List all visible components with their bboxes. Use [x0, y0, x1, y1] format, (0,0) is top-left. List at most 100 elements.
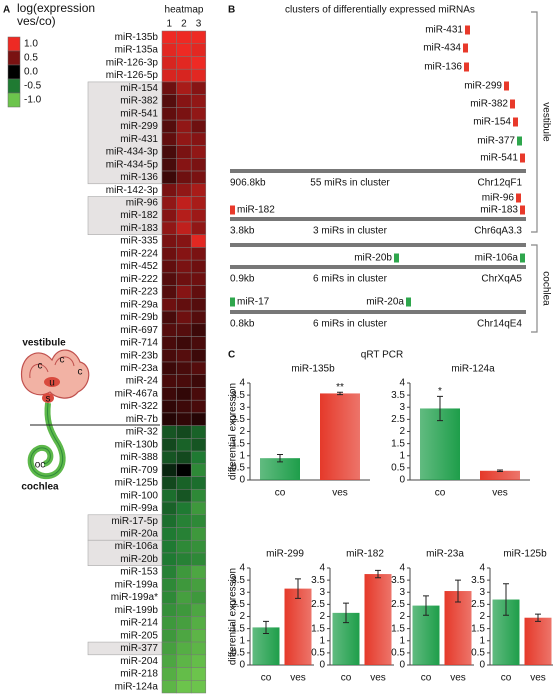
bar	[284, 588, 312, 665]
heatmap-cell	[161, 489, 177, 503]
row-label: miR-299	[120, 121, 158, 132]
mir-marker	[520, 205, 525, 215]
heatmap-cell	[190, 476, 207, 490]
heatmap-cell	[190, 158, 207, 172]
heatmap-cell	[176, 68, 192, 83]
row-label: miR-218	[120, 669, 158, 680]
y-tick-label: 0	[399, 660, 405, 671]
heatmap-cell	[161, 539, 177, 554]
colorbar-swatch	[7, 78, 21, 94]
panel-title: clusters of differentially expressed miR…	[285, 5, 475, 16]
heatmap-cell	[161, 552, 177, 566]
mir-marker	[520, 253, 525, 263]
heatmap-cell	[161, 527, 177, 541]
mir-label: miR-20b	[354, 253, 392, 264]
heatmap-cell	[190, 247, 207, 261]
mir-label: miR-183	[480, 205, 518, 216]
vestibule-shape	[20, 349, 90, 399]
y-tick-label: 4	[399, 378, 405, 389]
heatmap-cell	[176, 489, 192, 503]
y-tick-label: 0.5	[231, 648, 245, 659]
chart-title: miR-182	[346, 549, 384, 560]
heatmap-cell	[161, 119, 177, 134]
heatmap-cell	[161, 590, 177, 605]
heatmap-cell	[161, 578, 177, 592]
illustration-label: oc	[35, 460, 46, 471]
heatmap-cell	[190, 590, 207, 605]
row-label: miR-204	[120, 656, 158, 667]
heatmap-cell	[190, 145, 207, 159]
row-label: miR-23a	[120, 363, 158, 374]
y-tick-label: 2.5	[231, 414, 245, 425]
panel-label: B	[228, 5, 235, 16]
x-tick-label: ves	[530, 673, 546, 684]
illustration-label: c	[38, 361, 43, 372]
heatmap-cell	[176, 132, 192, 146]
heatmap-cell	[176, 30, 192, 44]
error-bar	[295, 578, 301, 599]
column-label: 3	[196, 19, 202, 30]
bar	[480, 470, 520, 480]
y-tick-label: 3	[319, 587, 325, 598]
illustration-label: vestibule	[22, 338, 66, 349]
row-label: miR-100	[120, 490, 158, 501]
row-label: miR-29b	[120, 312, 158, 323]
heatmap-cell	[190, 234, 207, 248]
heatmap-cell	[190, 30, 207, 44]
heatmap-cell	[190, 196, 207, 210]
y-tick-label: 0	[239, 660, 245, 671]
row-label: miR-99a	[120, 503, 158, 514]
y-tick-label: 0.5	[311, 648, 325, 659]
heatmap-cell	[190, 221, 207, 235]
row-label: miR-183	[120, 223, 158, 234]
heatmap-cell	[190, 259, 207, 274]
row-label: miR-182	[120, 210, 158, 221]
heatmap-cell	[176, 323, 192, 337]
error-bar	[263, 620, 269, 634]
y-tick-label: 2	[239, 611, 245, 622]
heatmap-cell	[176, 208, 192, 223]
heatmap-cell	[190, 43, 207, 57]
heatmap-cell	[190, 450, 207, 465]
heatmap-cell	[161, 680, 177, 694]
heatmap-cell	[176, 450, 192, 465]
y-tick-label: 4	[399, 563, 405, 574]
group-bracket	[531, 11, 538, 233]
y-tick-label: 0.5	[391, 463, 405, 474]
error-bar	[375, 569, 381, 579]
heatmap-cell	[161, 565, 177, 579]
ear-illustration	[20, 349, 160, 480]
heatmap-cell	[161, 514, 177, 528]
row-label: miR-135a	[115, 45, 159, 56]
heatmap-cell	[176, 539, 192, 554]
heatmap-cell	[161, 412, 177, 426]
heatmap-cell	[161, 68, 177, 83]
heatmap-cell	[190, 399, 207, 414]
mir-label: miR-434	[423, 43, 461, 54]
row-label: miR-29a	[120, 299, 158, 310]
heatmap-cell	[190, 641, 207, 656]
heatmap-cell	[161, 170, 177, 185]
mir-label: miR-182	[237, 205, 275, 216]
y-tick-label: 1.5	[311, 623, 325, 634]
y-tick-label: 1	[319, 635, 325, 646]
heatmap-cell	[190, 667, 207, 681]
heatmap-cell	[176, 81, 192, 95]
row-label: miR-205	[120, 630, 158, 641]
colorbar-swatch	[7, 64, 21, 80]
mir-marker	[465, 25, 470, 35]
colorbar-swatch	[7, 36, 21, 52]
error-bar	[503, 583, 509, 616]
cluster-count: 6 miRs in cluster	[313, 319, 388, 330]
significance-label: *	[438, 386, 442, 397]
chart-title: miR-135b	[291, 364, 335, 375]
heatmap-cell	[176, 680, 192, 694]
colorbar-swatch	[7, 50, 21, 66]
heatmap-cell	[190, 527, 207, 541]
y-tick-label: 3	[399, 402, 405, 413]
mir-marker	[230, 297, 235, 307]
heatmap-cell	[176, 221, 192, 235]
mir-label: miR-154	[473, 117, 511, 128]
colorbar-label: 0.0	[24, 67, 38, 78]
mir-marker	[517, 136, 522, 146]
